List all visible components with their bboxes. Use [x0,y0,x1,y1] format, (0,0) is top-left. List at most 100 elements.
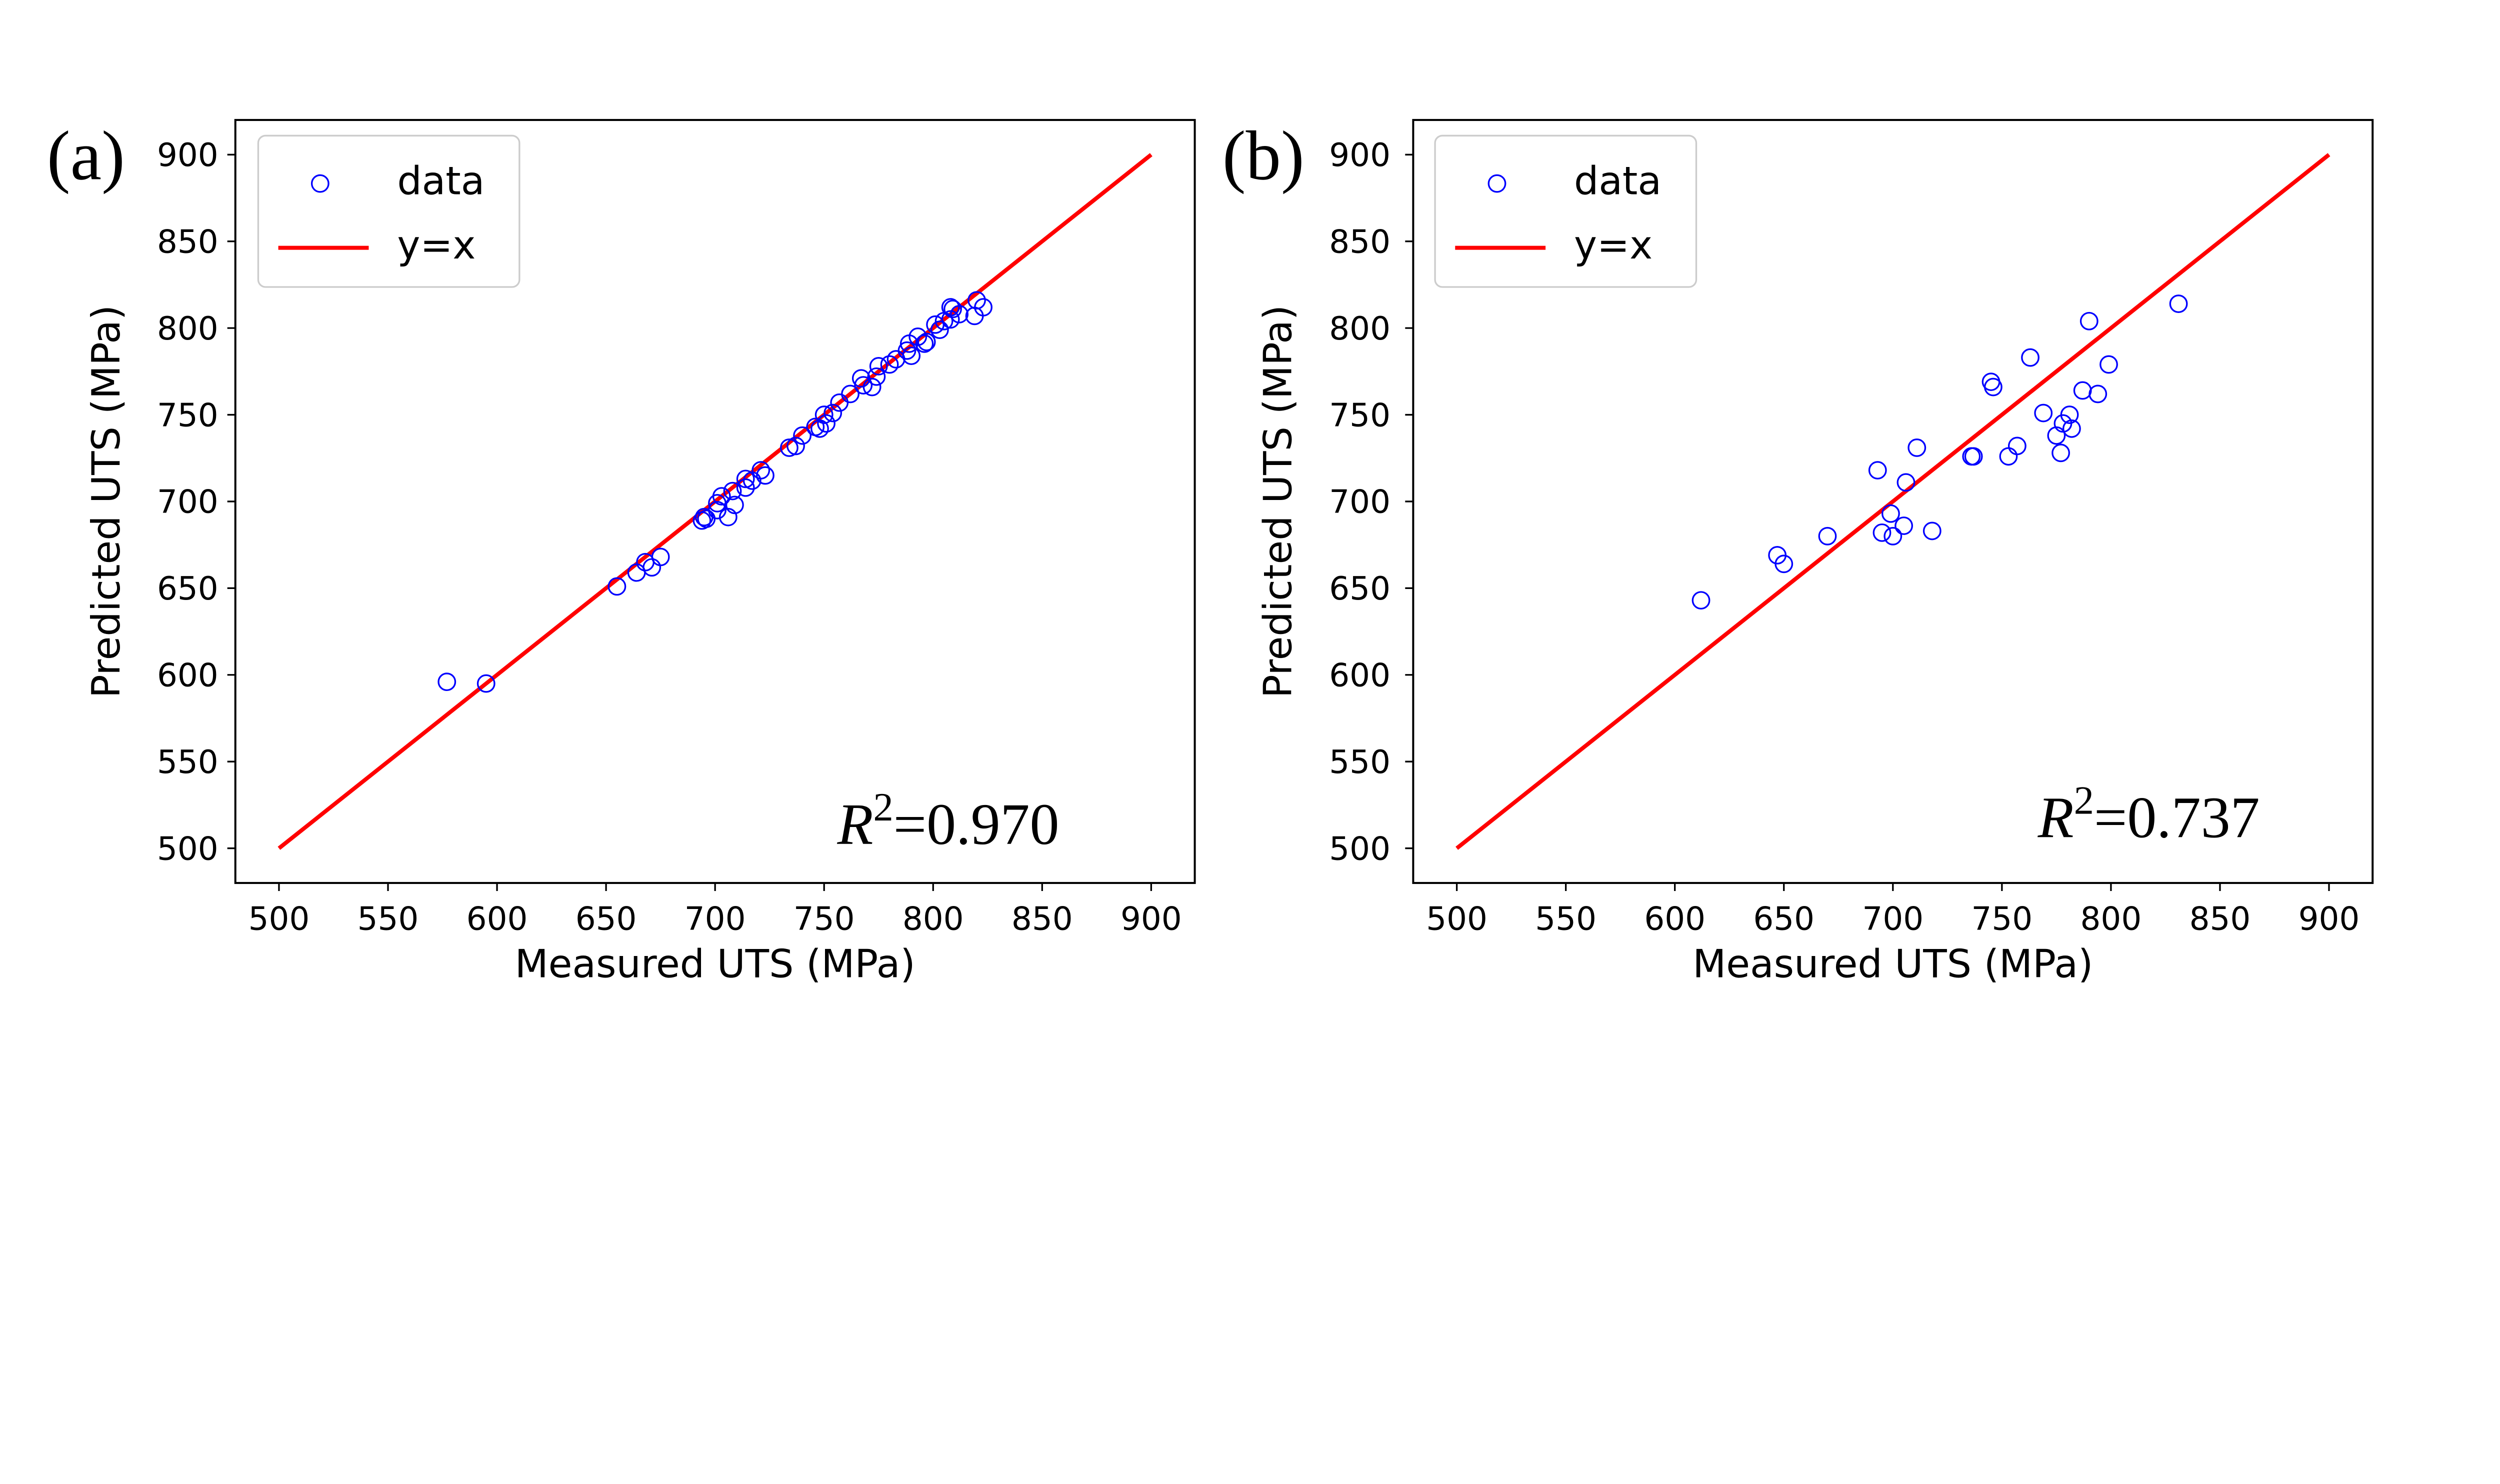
data-point [814,406,834,424]
data-point [2047,426,2066,445]
y-axis-label: Predicted UTS (MPa) [1256,305,1301,698]
y-tick-label: 650 [1329,570,1390,608]
panel-b: 500 550 600 650 700 750 800 850 900 500 550 600 650 7… [1222,117,2374,986]
data-point [2021,348,2040,367]
data-point [867,367,886,386]
x-tick-label: 650 [1753,900,1814,938]
data-point [736,470,755,488]
x-tick-label: 700 [684,900,746,938]
legend: data y=x [1434,134,1698,288]
data-point [908,328,928,346]
data-point [476,674,496,693]
data-point [2060,406,2079,424]
reference-line-y-equals-x [1456,153,2330,850]
data-point [2169,294,2188,313]
x-tick-label: 550 [1535,900,1596,938]
y-tick-label: 500 [157,830,218,868]
x-tick-label: 800 [902,900,964,938]
r-squared-value: =0.970 [894,792,1060,857]
y-tick-label: 900 [1329,136,1390,174]
data-point [2052,444,2070,462]
y-tick-label: 600 [157,657,218,694]
data-point [902,346,921,366]
r-squared-annotation: R2=0.970 [836,785,1059,857]
data-point [880,355,899,374]
x-tick-label: 600 [466,900,528,938]
data-point [869,357,888,376]
data-point [824,404,842,422]
data-point [1894,516,1914,535]
legend-marker-data [310,174,330,193]
x-tick-label: 650 [576,900,637,938]
figure: 500 550 600 650 700 750 800 850 900 500 550 600 650 7… [47,117,2374,986]
data-point [2088,384,2108,404]
data-point [1984,378,2002,396]
legend-label-data: data [1574,158,1662,204]
data-point [1818,526,1837,546]
y-tick-label: 750 [157,396,218,434]
data-point [718,508,738,526]
data-point [898,341,916,360]
data-point [736,478,755,497]
data-point [917,332,936,352]
data-point [712,487,731,506]
r-squared-variable: R [2038,785,2074,850]
data-point [608,577,626,596]
x-tick-label: 850 [2190,900,2251,938]
legend-marker-data [1488,174,1506,193]
y-tick-label: 550 [157,744,218,781]
y-tick-label: 700 [1329,484,1390,521]
x-tick-label: 500 [248,900,310,938]
r-squared-variable: R [836,792,873,857]
r-squared-exponent: 2 [873,785,893,830]
data-point [2008,436,2026,456]
data-point [941,310,960,329]
x-tick-label: 550 [358,900,419,938]
data-point [1922,522,1942,540]
data-point [950,304,968,324]
data-point [756,466,774,485]
data-point [1692,591,1710,610]
legend-label-reference-line: y=x [397,223,476,268]
r-squared-annotation: R2=0.737 [2038,778,2260,850]
legend-box [1434,134,1698,288]
legend-label-reference-line: y=x [1574,223,1652,268]
data-point [1964,447,1983,466]
data-point [438,672,456,692]
y-tick-label: 650 [157,570,218,608]
panel-label: (b) [1222,117,1304,194]
data-point [862,378,882,396]
x-axis-label: Measured UTS (MPa) [1692,942,2093,986]
y-tick-label: 800 [1329,310,1390,348]
data-point [1868,461,1887,480]
legend-box [257,134,520,288]
y-axis-label: Predicted UTS (MPa) [84,305,129,698]
y-tick-label: 750 [1329,396,1390,434]
data-point [2080,312,2098,330]
data-point [944,300,962,318]
legend: data y=x [257,134,520,288]
data-point [841,384,860,404]
data-point [810,419,829,438]
data-point [2062,419,2081,438]
data-point [2034,404,2053,422]
y-tick-label: 700 [157,484,218,521]
data-point [752,461,770,480]
y-tick-label: 600 [1329,657,1390,694]
data-point [854,376,873,394]
y-tick-label: 850 [1329,223,1390,260]
data-point [708,500,726,520]
panel-label: (a) [47,117,125,194]
data-point [793,426,812,445]
data-point [915,334,934,353]
x-tick-label: 850 [1012,900,1073,938]
x-tick-label: 750 [794,900,855,938]
data-point [651,548,670,566]
x-axis-label: Measured UTS (MPa) [515,942,916,986]
x-tick-label: 900 [1120,900,1182,938]
data-point [1908,438,1926,457]
legend-label-data: data [397,158,484,204]
data-point [786,436,805,456]
x-tick-label: 750 [1971,900,2032,938]
data-point [1882,504,1900,523]
